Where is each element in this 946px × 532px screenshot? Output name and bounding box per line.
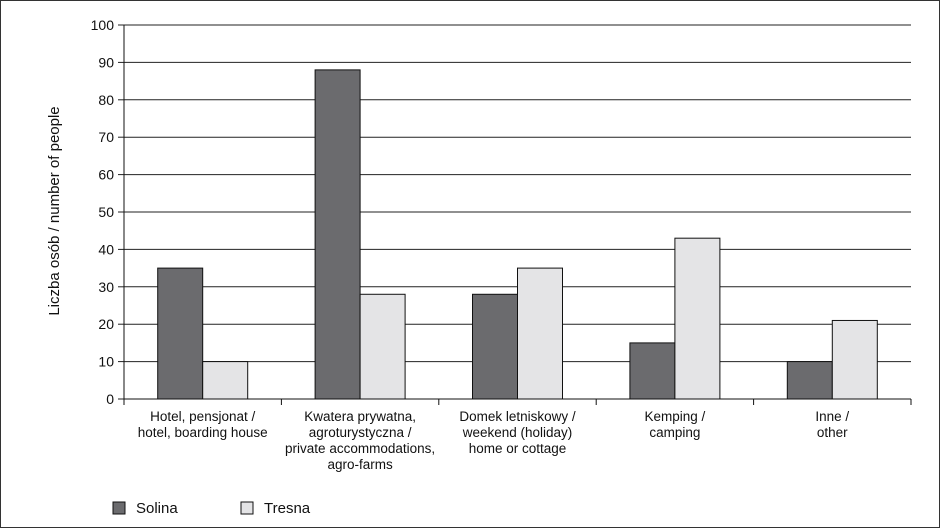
y-tick-label: 100 — [91, 17, 115, 33]
legend-swatch-tresna — [240, 501, 254, 515]
y-tick-label: 10 — [98, 354, 114, 370]
y-tick-label: 90 — [98, 54, 114, 70]
y-axis-title: Liczba osób / number of people — [46, 106, 63, 315]
y-tick-label: 0 — [106, 391, 114, 407]
bars — [157, 69, 878, 400]
legend-label-tresna: Tresna — [264, 500, 311, 517]
x-category-label: Hotel, pensjonat / hotel, boarding house — [138, 409, 268, 440]
bar-tresna-1 — [359, 293, 406, 400]
y-tick-label: 20 — [98, 316, 114, 332]
x-category-label: Inne / other — [815, 409, 849, 440]
axes — [118, 24, 912, 405]
y-tick-label: 60 — [98, 167, 114, 183]
y-tick-label: 30 — [98, 279, 114, 295]
labels: 0 10 20 30 40 50 60 70 80 90 100 Hotel, pensjonat /… — [91, 17, 850, 472]
y-tick-label: 40 — [98, 241, 114, 257]
x-category-label: Kemping / camping — [645, 409, 706, 440]
y-tick-label: 70 — [98, 129, 114, 145]
legend-label-solina: Solina — [136, 500, 178, 517]
bar-tresna-0 — [202, 361, 249, 400]
bar-solina-4 — [786, 361, 833, 400]
legend-swatch-solina — [112, 501, 126, 515]
bar-solina-1 — [314, 69, 361, 400]
x-category-label: Domek letniskowy / weekend (holiday) home … — [459, 409, 576, 456]
bar-tresna-2 — [517, 267, 563, 400]
bar-solina-0 — [157, 267, 204, 400]
y-tick-label: 80 — [98, 92, 114, 108]
bar-tresna-3 — [674, 237, 721, 400]
bar-solina-2 — [472, 293, 518, 400]
bar-solina-3 — [629, 342, 676, 400]
x-category-label: Kwatera prywatna, agroturystyczna / privat… — [285, 409, 435, 472]
gridlines — [124, 24, 911, 363]
bar-tresna-4 — [831, 319, 878, 400]
legend: Solina Tresna — [112, 500, 311, 517]
y-tick-label: 50 — [98, 204, 114, 220]
